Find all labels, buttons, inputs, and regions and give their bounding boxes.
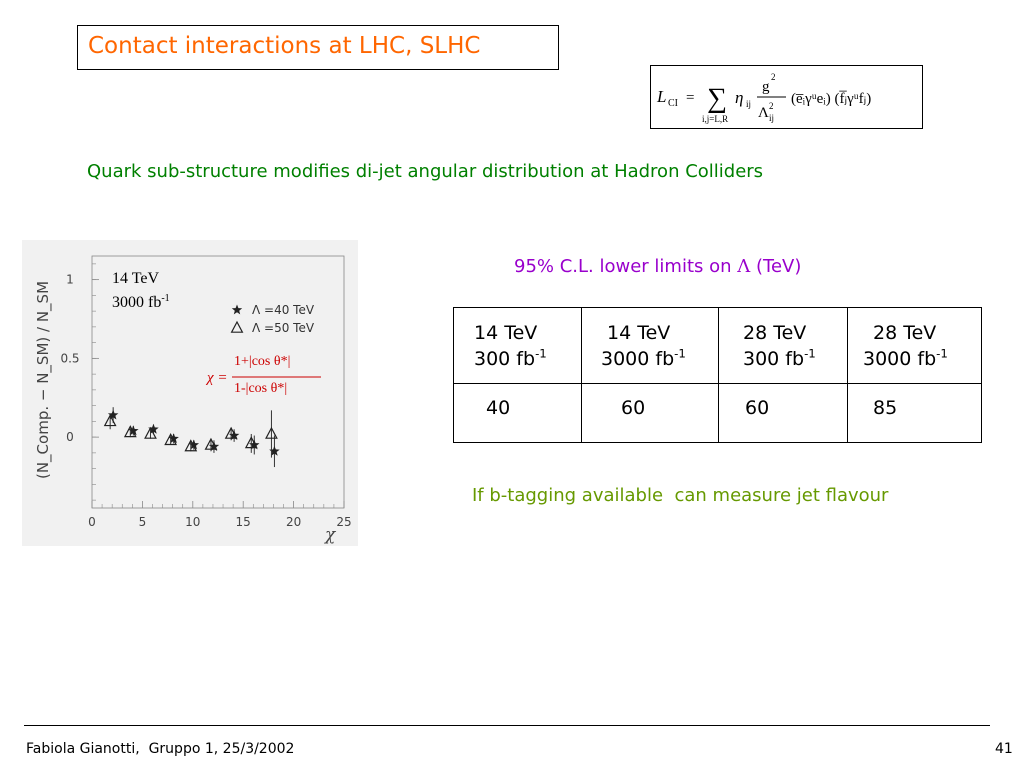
limits-table: 14 TeV 300 fb-1 14 TeV 3000 fb-1 28 TeV … — [453, 307, 982, 443]
table-header-cell: 28 TeV 300 fb-1 — [718, 307, 848, 384]
x-tick-label: 20 — [286, 515, 301, 529]
slide-title: Contact interactions at LHC, SLHC — [88, 33, 481, 59]
cl-label-prefix: 95% C.L. lower limits on — [514, 256, 738, 277]
formula-sum: ∑ — [707, 83, 727, 114]
chi-definition-numerator: 1+|cos θ*| — [234, 354, 290, 369]
limits-table-value-row: 40 60 60 85 — [453, 383, 982, 443]
footer-author: Fabiola Gianotti, Gruppo 1, 25/3/2002 — [26, 741, 295, 757]
chi-definition-lhs: χ = — [205, 370, 227, 386]
limit-value: 60 — [745, 397, 770, 419]
cl-label-suffix: (TeV) — [750, 256, 802, 277]
header-lumi: 300 fb-1 — [743, 346, 816, 370]
formula-denominator-sub: ij — [769, 113, 774, 123]
triangle-data-point — [265, 426, 278, 439]
lagrangian-formula: L CI = ∑ i,j=L,R η ij g 2 Λ 2 ij (e̅ᵢγᵘe… — [656, 72, 871, 124]
header-lumi: 3000 fb-1 — [601, 346, 686, 370]
header-lumi: 3000 fb-1 — [863, 346, 948, 370]
page-number: 41 — [995, 741, 1013, 757]
formula-denominator: Λ — [758, 105, 769, 121]
star-data-point — [148, 423, 159, 434]
triangle-data-point — [204, 437, 218, 450]
cl-limits-label: 95% C.L. lower limits on Λ (TeV) — [514, 256, 801, 277]
triangle-data-point — [224, 426, 238, 439]
btagging-note: If b-tagging available can measure jet f… — [472, 485, 889, 506]
x-tick-label: 15 — [236, 515, 251, 529]
title-box: Contact interactions at LHC, SLHC — [77, 25, 559, 70]
star-data-point — [128, 425, 139, 436]
triangle-data-point — [244, 436, 258, 449]
x-tick-label: 10 — [185, 515, 200, 529]
formula-eta: η — [735, 88, 743, 107]
triangle-data-point — [123, 425, 137, 438]
y-tick-label: 0 — [66, 430, 74, 444]
legend-entry-40: Λ =40 TeV — [252, 303, 315, 317]
x-tick-label: 25 — [336, 515, 351, 529]
formula-numerator: g — [762, 79, 770, 95]
x-axis-label: χ — [324, 525, 337, 545]
header-energy: 14 TeV — [607, 322, 671, 344]
chi-definition: χ = 1+|cos θ*| 1-|cos θ*| — [205, 354, 321, 396]
formula-eta-sub: ij — [746, 99, 751, 109]
table-value-cell: 60 — [581, 383, 719, 443]
x-tick-label: 0 — [88, 515, 96, 529]
cl-label-lambda: Λ — [737, 256, 751, 277]
formula-sum-limits: i,j=L,R — [702, 114, 728, 124]
triangle-data-point — [103, 414, 117, 427]
header-lumi: 300 fb-1 — [474, 346, 547, 370]
table-header-cell: 28 TeV 3000 fb-1 — [847, 307, 982, 384]
star-data-point — [188, 439, 199, 450]
plot-frame — [91, 255, 345, 509]
formula-currents: (e̅ᵢγᵘeᵢ) (f̅ⱼγᵘfⱼ) — [791, 91, 871, 107]
y-tick-label: 1 — [66, 273, 74, 287]
formula-equals: = — [686, 90, 694, 106]
star-data-point — [228, 430, 240, 440]
table-header-cell: 14 TeV 300 fb-1 — [453, 307, 582, 384]
lagrangian-formula-box: L CI = ∑ i,j=L,R η ij g 2 Λ 2 ij (e̅ᵢγᵘe… — [650, 65, 923, 129]
table-value-cell: 60 — [718, 383, 848, 443]
formula-numerator-exp: 2 — [771, 72, 776, 82]
footer-divider — [24, 725, 990, 726]
plot-points — [103, 407, 280, 468]
header-energy: 28 TeV — [743, 322, 807, 344]
star-data-point — [249, 439, 260, 450]
x-tick-label: 5 — [139, 515, 147, 529]
star-data-point — [208, 441, 220, 451]
table-value-cell: 85 — [847, 383, 982, 443]
y-tick-label: 0.5 — [60, 351, 79, 365]
formula-denominator-exp: 2 — [769, 101, 774, 111]
limit-value: 85 — [873, 397, 898, 419]
star-data-point — [168, 433, 179, 444]
star-data-point — [269, 445, 280, 456]
legend-triangle-marker — [230, 320, 244, 333]
chi-definition-denominator: 1-|cos θ*| — [234, 381, 287, 396]
plot-background — [22, 240, 358, 546]
formula-lhs-symbol: L — [656, 87, 666, 106]
triangle-data-point — [164, 432, 178, 446]
header-energy: 28 TeV — [873, 322, 937, 344]
table-header-cell: 14 TeV 3000 fb-1 — [581, 307, 719, 384]
plot-annotation-energy: 14 TeV — [112, 270, 159, 287]
slide-subtitle: Quark sub-structure modifies di-jet angu… — [87, 161, 764, 182]
limit-value: 60 — [621, 397, 646, 419]
table-value-cell: 40 — [453, 383, 582, 443]
header-energy: 14 TeV — [474, 322, 538, 344]
formula-lhs-sub: CI — [668, 98, 678, 109]
limits-table-header-row: 14 TeV 300 fb-1 14 TeV 3000 fb-1 28 TeV … — [453, 307, 982, 384]
plot-annotation-lumi: 3000 fb-1 — [112, 293, 170, 311]
plot-axes: 0 5 10 15 20 25 0 0.5 1 — [60, 263, 352, 529]
triangle-data-point — [184, 439, 198, 452]
limit-value: 40 — [486, 397, 511, 419]
star-data-point — [107, 409, 119, 420]
plot-legend: Λ =40 TeV Λ =50 TeV — [230, 303, 315, 335]
triangle-data-point — [144, 426, 157, 439]
dijet-angular-plot: 0 5 10 15 20 25 0 0.5 1 (N_Comp. − N_SM) / N_SM … — [22, 240, 358, 546]
legend-entry-50: Λ =50 TeV — [252, 321, 315, 335]
y-axis-label: (N_Comp. − N_SM) / N_SM — [34, 281, 53, 479]
legend-star-marker — [231, 304, 243, 315]
